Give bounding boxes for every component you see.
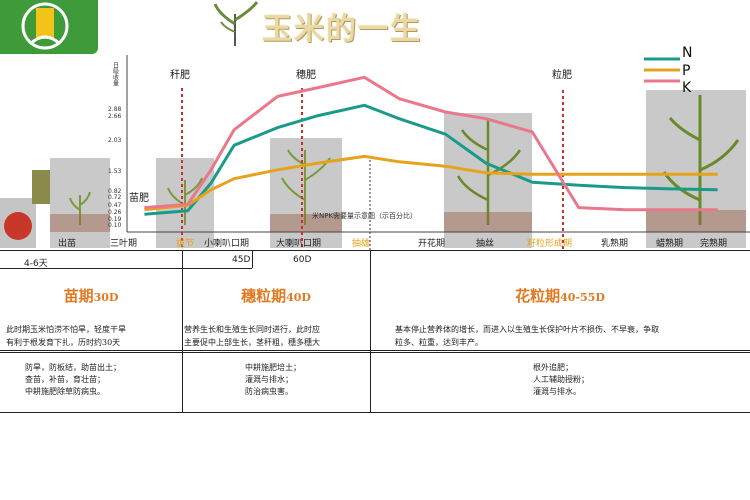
timeline-top-border xyxy=(0,250,750,251)
chart-note: 米NPK需要量示意图（示百分比） xyxy=(312,211,417,220)
stage-label: 乳熟期 xyxy=(601,237,628,249)
legend-label-n: N xyxy=(682,45,692,61)
stage-label: 拔节 xyxy=(176,237,194,249)
series-line-p xyxy=(144,154,718,212)
measure-line: 防治病虫害。 xyxy=(245,387,293,396)
period-seedling: 苗期30D xyxy=(0,279,182,351)
period-desc-3: 基本停止营养体的增长，而进入以生殖生长保护叶片不损伤、不早衰，争取 粒多、粒重，… xyxy=(395,323,659,349)
fert-label-stem: 秆肥 xyxy=(170,68,190,81)
sprout-icon xyxy=(213,1,259,46)
measure-line: 人工辅助授粉； xyxy=(533,375,589,384)
seed-pile-icon xyxy=(4,212,32,240)
period-desc-2: 营养生长和生殖生长同时进行，此时应 主要促中上部生长，茎秆粗，穗多穗大 xyxy=(184,323,320,349)
days-label-2: 45D xyxy=(232,255,251,265)
period-measures-1: 防旱，防板结，助苗出土； 查苗，补苗，育壮苗； 中耕施肥除草防病虫。 xyxy=(25,362,121,398)
y-tick-label: 0.10 xyxy=(108,222,122,229)
stage-label: 出苗 xyxy=(58,237,76,249)
legend-label-k: K xyxy=(682,80,692,96)
fert-label-seedling: 苗肥 xyxy=(129,192,149,204)
days-label-1: 4-6天 xyxy=(24,259,48,269)
desc-line: 营养生长和生殖生长同时进行，此时应 xyxy=(184,325,320,334)
stage-label: 抽丝 xyxy=(476,237,494,249)
desc-line: 主要促中上部生长，茎秆粗，穗多穗大 xyxy=(184,338,320,347)
stage-label: 三叶期 xyxy=(110,238,137,249)
days-label-3: 60D xyxy=(293,255,312,265)
y-axis-label: 日吸收量 xyxy=(112,62,119,87)
measure-line: 中耕施肥除草防病虫。 xyxy=(25,387,105,396)
page-title: 玉米的一生 xyxy=(262,12,422,47)
desc-line: 粒多、粒重，达到丰产。 xyxy=(395,338,483,347)
stage-label: 大喇叭口期 xyxy=(276,237,321,249)
period-desc-1: 此时期玉米怕涝不怕旱，轻度干旱 有利于根发育下扎，历时约30天 xyxy=(6,323,126,349)
logo-emblem-icon xyxy=(21,2,69,50)
period-flower: 花粒期40-55D xyxy=(370,279,750,351)
measure-line: 中耕施肥培土； xyxy=(245,363,301,372)
series-line-k xyxy=(144,75,718,212)
y-tick-label: 0.26 xyxy=(108,209,122,216)
seedling-photo xyxy=(32,170,52,204)
desc-line: 有利于根发育下扎，历时约30天 xyxy=(6,338,121,347)
period-days: 40D xyxy=(286,291,311,304)
npk-chart: 日吸收量 0.100.190.260.470.720.82 1.53 2.03 2.6… xyxy=(0,45,750,250)
logo xyxy=(0,0,98,54)
timeline-mid-border xyxy=(0,268,252,269)
y-tick-label: 0.47 xyxy=(108,202,122,209)
stage-label: 开花期 xyxy=(418,237,445,249)
period-ear: 穗粒期40D xyxy=(182,279,370,351)
divider-short xyxy=(252,250,253,268)
y-tick-label: 2.88 xyxy=(108,106,122,113)
measure-line: 灌溉与排水； xyxy=(245,375,293,384)
period-days: 30D xyxy=(93,291,119,304)
table-bottom-border xyxy=(0,412,750,413)
desc-line: 此时期玉米怕涝不怕旱，轻度干旱 xyxy=(6,325,126,334)
y-tick-label: 0.82 xyxy=(108,188,122,195)
period-measures-3: 根外追肥； 人工辅助授粉； 灌溉与排水。 xyxy=(533,362,589,398)
measure-line: 根外追肥； xyxy=(533,363,573,372)
legend-label-p: P xyxy=(682,63,690,79)
period-days: 40-55D xyxy=(560,291,605,304)
stage-label: 小喇叭口期 xyxy=(204,237,249,249)
measure-line: 防旱，防板结，助苗出土； xyxy=(25,363,121,372)
period-name: 苗期 xyxy=(63,287,94,305)
stage-photo-5 xyxy=(646,90,746,248)
period-name: 穗粒期 xyxy=(241,287,287,305)
period-name: 花粒期 xyxy=(515,287,561,305)
fert-label-grain: 粒肥 xyxy=(552,68,572,81)
divider-2 xyxy=(370,250,371,412)
legend: N P K xyxy=(644,45,692,96)
fert-label-ear: 穗肥 xyxy=(296,68,316,81)
y-tick-label: 2.66 xyxy=(108,113,122,120)
stage-label: 蜡熟期 xyxy=(656,237,683,249)
measure-line: 灌溉与排水。 xyxy=(533,387,581,396)
y-tick-label: 0.72 xyxy=(108,194,122,201)
period-measures-2: 中耕施肥培土； 灌溉与排水； 防治病虫害。 xyxy=(245,362,301,398)
series-line-n xyxy=(144,103,718,216)
divider-1 xyxy=(182,250,183,412)
y-tick-label: 2.03 xyxy=(108,137,122,144)
measure-line: 查苗，补苗，育壮苗； xyxy=(25,375,105,384)
desc-bottom-border xyxy=(0,352,750,353)
y-tick-label: 1.53 xyxy=(108,168,122,175)
stage-label: 完熟期 xyxy=(700,237,727,249)
stage-label: 抽雄 xyxy=(352,237,370,249)
stage-label: 籽粒形成期 xyxy=(527,237,572,249)
y-tick-label: 0.19 xyxy=(108,216,122,223)
desc-line: 基本停止营养体的增长，而进入以生殖生长保护叶片不损伤、不早衰，争取 xyxy=(395,325,659,334)
